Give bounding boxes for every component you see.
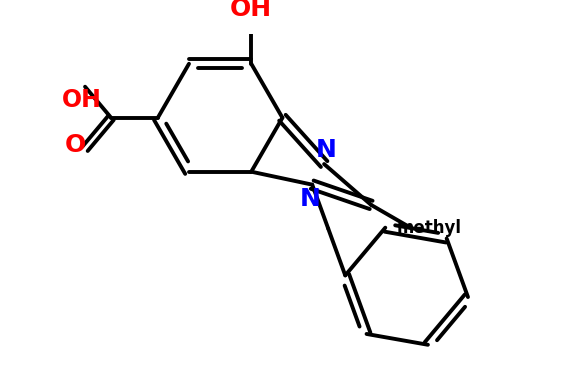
Text: O: O	[65, 133, 86, 157]
Text: OH: OH	[62, 88, 102, 112]
Text: OH: OH	[230, 0, 272, 21]
Text: N: N	[299, 187, 320, 211]
Text: N: N	[316, 138, 337, 162]
Text: methyl: methyl	[397, 219, 462, 237]
